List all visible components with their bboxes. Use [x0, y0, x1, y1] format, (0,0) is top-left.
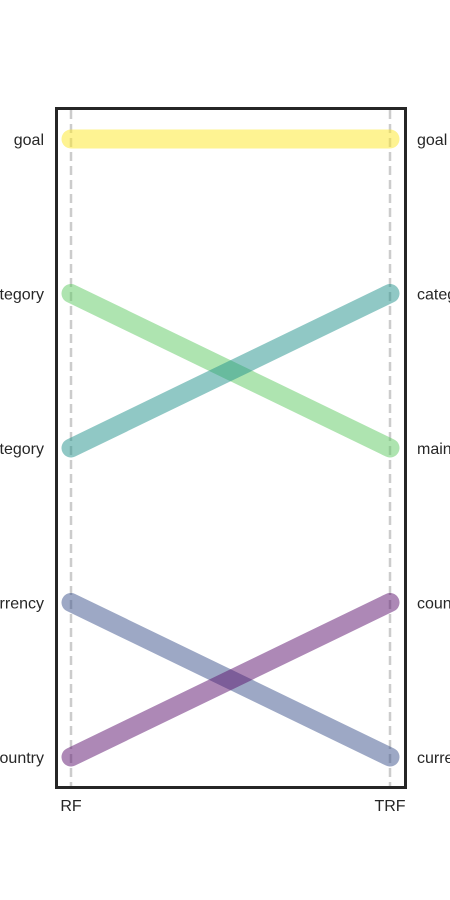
left-label-main-category: main_category: [0, 287, 44, 304]
right-label-goal: goal: [417, 132, 447, 149]
right-label-category: category: [417, 287, 450, 304]
right-label-currency: currency: [417, 750, 450, 767]
left-label-goal: goal: [14, 132, 44, 149]
plot-frame: [55, 107, 407, 789]
right-label-country: country: [417, 596, 450, 613]
series-line-country: [61, 593, 400, 767]
series-line-category: [61, 284, 400, 458]
left-label-country: country: [0, 750, 44, 767]
x-tick-label-rf: RF: [60, 798, 82, 815]
right-label-main-category: main_category: [417, 441, 450, 458]
left-label-currency: currency: [0, 596, 44, 613]
left-label-category: category: [0, 441, 44, 458]
x-tick-label-trf: TRF: [374, 798, 405, 815]
